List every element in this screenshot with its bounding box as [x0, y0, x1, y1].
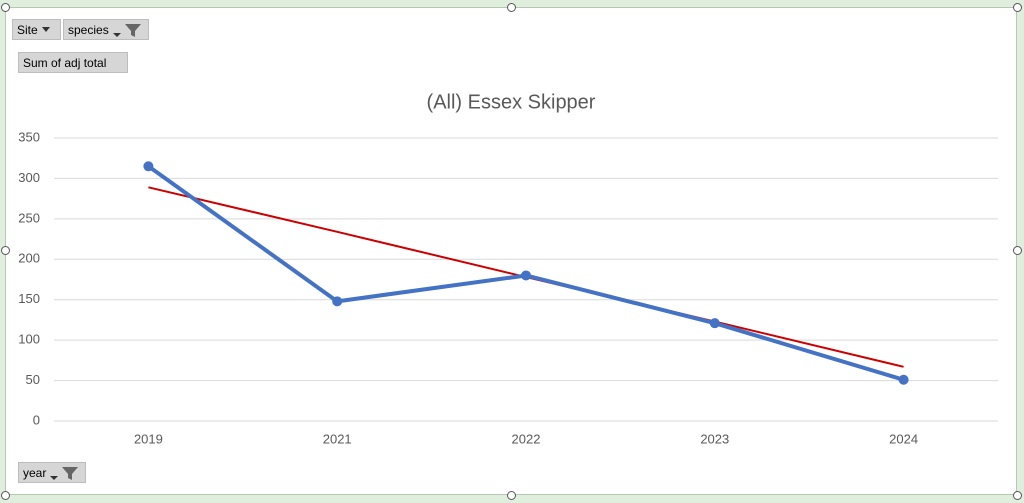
marker — [709, 318, 720, 329]
axis-field-button[interactable]: year — [18, 462, 86, 483]
y-tick-label: 300 — [18, 170, 40, 185]
marker — [898, 374, 909, 385]
x-tick-label: 2019 — [134, 431, 163, 446]
field-label: Sum of adj total — [23, 55, 107, 70]
marker — [332, 296, 343, 307]
resize-handle[interactable] — [1, 3, 10, 12]
field-label: Site — [17, 22, 38, 37]
y-tick-label: 0 — [33, 412, 40, 427]
resize-handle[interactable] — [507, 491, 516, 500]
resize-handle[interactable] — [1, 246, 10, 255]
y-tick-label: 350 — [18, 129, 40, 144]
x-tick-label: 2021 — [323, 431, 352, 446]
resize-handle[interactable] — [507, 3, 516, 12]
resize-handle[interactable] — [1, 491, 10, 500]
field-label: year — [23, 465, 47, 480]
chart-area[interactable] — [5, 7, 1017, 495]
x-tick-label: 2022 — [512, 431, 541, 446]
y-tick-label: 150 — [18, 291, 40, 306]
marker — [143, 161, 154, 172]
y-tick-label: 100 — [18, 332, 40, 347]
filter-icon — [112, 23, 141, 37]
value-field-button[interactable]: Sum of adj total — [18, 52, 128, 73]
filter-button[interactable]: species — [63, 19, 149, 40]
filter-icon — [50, 466, 79, 480]
y-tick-label: 250 — [18, 210, 40, 225]
x-tick-label: 2023 — [700, 431, 729, 446]
y-tick-label: 200 — [18, 251, 40, 266]
x-tick-label: 2024 — [889, 431, 918, 446]
resize-handle[interactable] — [1013, 491, 1022, 500]
y-tick-label: 50 — [26, 372, 40, 387]
chart-title: (All) Essex Skipper — [427, 91, 596, 113]
resize-handle[interactable] — [1013, 3, 1022, 12]
dropdown-icon — [41, 27, 50, 32]
field-label: species — [68, 22, 109, 37]
filter-button[interactable]: Site — [12, 19, 61, 40]
resize-handle[interactable] — [1013, 246, 1022, 255]
marker — [521, 270, 531, 281]
